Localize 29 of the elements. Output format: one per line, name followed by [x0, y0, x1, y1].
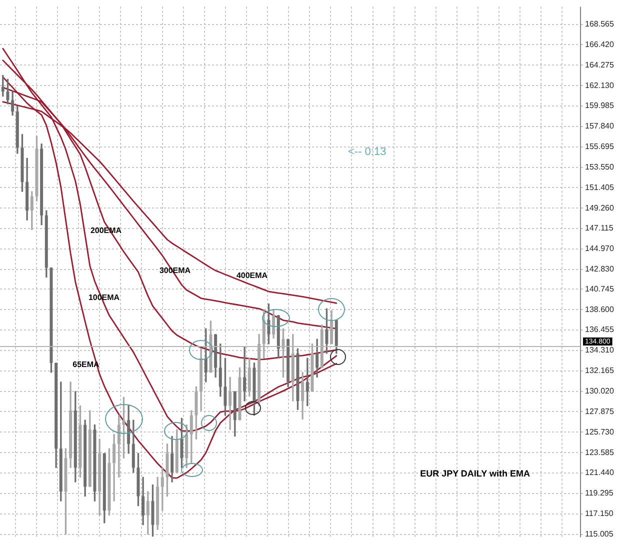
y-tick-label: 157.840 [585, 122, 614, 131]
y-tick-label: 125.730 [585, 427, 614, 436]
y-tick-label: 155.695 [585, 142, 614, 152]
y-tick-label: 164.275 [585, 60, 614, 70]
y-tick-label: 144.970 [585, 244, 614, 254]
y-tick-label: 140.745 [585, 284, 614, 294]
y-tick-label: 166.420 [585, 40, 614, 49]
y-tick-label: 159.985 [585, 101, 614, 110]
y-tick-label: 123.585 [585, 448, 614, 457]
y-tick-label: 162.130 [585, 80, 614, 90]
y-tick-label: 117.150 [585, 509, 614, 518]
y-tick-label: 153.550 [585, 162, 614, 172]
y-tick-label: 127.875 [585, 406, 614, 416]
y-tick-label: 168.565 [585, 19, 614, 28]
y-tick-label: 151.405 [585, 182, 614, 192]
text: EUR JPY DAILY with EMA [420, 468, 530, 478]
y-tick-label: 134.310 [585, 346, 614, 355]
y-tick-label: 115.005 [585, 530, 614, 538]
y-tick-label: 130.020 [585, 386, 614, 396]
y-tick-label: 136.455 [585, 325, 614, 334]
text: <-- 0:13 [348, 146, 386, 158]
y-tick-label: 147.115 [585, 224, 614, 233]
y-tick-label: 121.440 [585, 468, 614, 478]
y-tick-label: 119.295 [585, 488, 614, 498]
y-tick-label: 138.600 [585, 304, 614, 314]
y-tick-label: 149.260 [585, 203, 614, 212]
series-label: 400EMA [236, 271, 268, 280]
y-tick-label: 142.830 [585, 264, 614, 274]
y-tick-label: 132.165 [585, 366, 614, 376]
